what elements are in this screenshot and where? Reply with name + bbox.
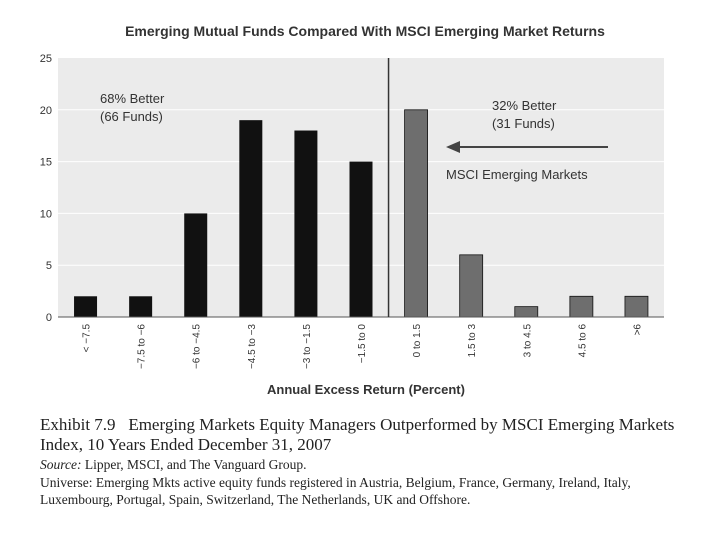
x-tick-label: −1.5 to 0: [357, 324, 368, 364]
bar: [624, 295, 649, 318]
y-tick-label: 5: [46, 260, 52, 272]
x-tick-label: >6: [632, 324, 643, 336]
annotation-right-percent: 32% Better: [492, 98, 557, 113]
x-tick-label: −3 to −1.5: [302, 324, 313, 369]
y-tick-label: 20: [40, 105, 52, 117]
y-tick-label: 0: [46, 312, 52, 324]
bar: [349, 161, 373, 317]
exhibit-caption: Exhibit 7.9 Emerging Markets Equity Mana…: [40, 415, 680, 455]
exhibit-text: Emerging Markets Equity Managers Outperf…: [40, 415, 675, 454]
x-axis-label: Annual Excess Return (Percent): [267, 382, 465, 397]
x-tick-label: 3 to 4.5: [522, 324, 533, 358]
bar: [239, 120, 263, 317]
bar: [459, 254, 484, 318]
bar: [129, 296, 153, 317]
benchmark-arrow-head: [446, 141, 460, 153]
universe-text: Emerging Mkts active equity funds regist…: [40, 475, 631, 507]
x-tick-label: −6 to −4.5: [192, 324, 203, 369]
bar: [294, 130, 318, 317]
annotation-benchmark: MSCI Emerging Markets: [446, 167, 588, 182]
bar: [74, 296, 98, 317]
y-tick-label: 15: [40, 157, 52, 169]
bar: [569, 295, 594, 318]
exhibit-label: Exhibit 7.9: [40, 415, 116, 434]
x-tick-label: 0 to 1.5: [412, 324, 423, 358]
source-text: Lipper, MSCI, and The Vanguard Group.: [84, 457, 307, 472]
annotation-left-percent: 68% Better: [100, 91, 165, 106]
source-note: Source: Lipper, MSCI, and The Vanguard G…: [40, 456, 680, 473]
universe-label: Universe:: [40, 475, 93, 490]
y-tick-label: 10: [40, 208, 52, 220]
x-tick-label: < −7.5: [82, 324, 93, 353]
x-tick-label: 1.5 to 3: [467, 324, 478, 358]
bar: [184, 213, 208, 317]
x-tick-label: 4.5 to 6: [577, 324, 588, 358]
chart-title: Emerging Mutual Funds Compared With MSCI…: [125, 23, 605, 39]
annotation-right-count: (31 Funds): [492, 116, 555, 131]
bar-chart: 0 5 10 15 20 25 < −7.5 −7.5 to −6 −6 to −4.5 −4.5…: [40, 53, 664, 397]
universe-note: Universe: Emerging Mkts active equity fu…: [40, 474, 680, 508]
x-tick-label: −7.5 to −6: [137, 324, 148, 369]
bar: [514, 306, 539, 318]
bar: [404, 109, 428, 318]
source-label: Source:: [40, 457, 82, 472]
x-tick-label: −4.5 to −3: [247, 324, 258, 369]
annotation-left-count: (66 Funds): [100, 109, 163, 124]
y-tick-label: 25: [40, 53, 52, 65]
